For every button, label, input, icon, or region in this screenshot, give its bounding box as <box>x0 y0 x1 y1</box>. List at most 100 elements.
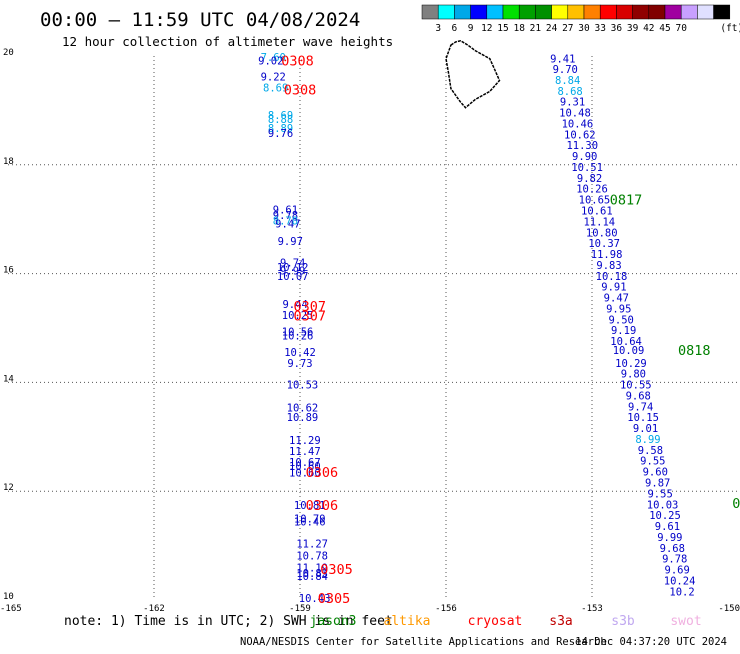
wave-height-label: 10.24 <box>664 575 696 587</box>
wave-height-label: 8.69 <box>263 83 288 95</box>
wave-height-label: 10.60 <box>289 461 321 473</box>
wave-height-label: 10.64 <box>610 336 642 348</box>
legend-swatch <box>583 4 601 20</box>
chart-title: 00:00 – 11:59 UTC 04/08/2024 <box>40 9 360 31</box>
x-tick-label: -150 <box>718 604 740 614</box>
wave-height-label: 10.25 <box>649 510 681 522</box>
wave-height-label: 9.74 <box>280 258 305 270</box>
wave-height-label: 9.22 <box>261 72 286 84</box>
wave-height-label: 9.61 <box>655 521 680 533</box>
satellite-legend: jason3 altika cryosat s3a s3b swot <box>310 614 702 629</box>
wave-height-label: 9.47 <box>275 219 300 231</box>
wave-height-label: 10.48 <box>559 108 591 120</box>
wave-height-label: 9.74 <box>628 401 653 413</box>
wave-height-label: 9.58 <box>638 445 663 457</box>
wave-height-label: 10.25 <box>282 310 314 322</box>
wave-height-label: 10.2 <box>669 586 694 598</box>
wave-height-label: 9.99 <box>280 265 305 277</box>
chart-subtitle: 12 hour collection of altimeter wave hei… <box>62 34 393 49</box>
wave-height-label: 9.80 <box>621 369 646 381</box>
wave-height-label: 10.79 <box>294 513 326 525</box>
track-time-label: 0307 <box>293 299 326 315</box>
legend-tick-label: 39 <box>627 23 639 34</box>
wave-height-label: 9.44 <box>282 299 307 311</box>
legend-swatch <box>567 4 585 20</box>
wave-height-label: 9.99 <box>657 532 682 544</box>
legend-tick-label: 21 <box>530 23 542 34</box>
wave-height-label: 10.53 <box>287 380 319 392</box>
wave-height-label: 10.89 <box>287 412 319 424</box>
wave-height-label: 10.46 <box>562 118 594 130</box>
legend-tick-label: 24 <box>546 23 558 34</box>
legend-swatch <box>486 4 504 20</box>
wave-height-label: 10.26 <box>282 331 314 343</box>
wave-height-label: 9.41 <box>550 54 575 66</box>
legend-tick-label: 15 <box>497 23 508 34</box>
wave-height-values: 7.609.029.228.698.698.888.899.769.619.78… <box>258 52 695 605</box>
wave-height-label: 11.98 <box>591 249 623 261</box>
wave-height-label: 9.61 <box>273 204 298 216</box>
legend-tick-label: 36 <box>611 23 623 34</box>
wave-height-label: 10.29 <box>615 358 647 370</box>
wave-height-label: 9.68 <box>626 390 651 402</box>
legend-swatch <box>697 4 714 20</box>
wave-height-label: 9.90 <box>572 151 597 163</box>
wave-height-label: 9.31 <box>560 97 585 109</box>
x-tick-label: -156 <box>435 604 457 614</box>
wave-height-label: 10.03 <box>647 499 679 511</box>
wave-height-label: 10.07 <box>277 271 309 283</box>
legend-swatch <box>551 4 569 20</box>
map-grid <box>8 56 738 600</box>
hawaii-coastline <box>445 40 501 109</box>
wave-height-label: 8.99 <box>635 434 660 446</box>
legend-swatch <box>502 4 520 20</box>
wave-height-label: 10.46 <box>294 517 326 529</box>
y-tick-label: 20 <box>3 48 14 58</box>
wave-height-label: 8.68 <box>557 86 582 98</box>
wave-height-label: 10.78 <box>296 550 328 562</box>
wave-height-label: 9.83 <box>596 260 621 272</box>
y-tick-label: 18 <box>3 157 14 167</box>
wave-height-label: 8.69 <box>268 110 293 122</box>
legend-swatch <box>454 4 471 20</box>
wave-height-label: 10.56 <box>282 326 314 338</box>
wave-height-label: 9.95 <box>606 303 631 315</box>
legend-tick-label: 45 <box>659 23 670 34</box>
legend-tick-label: 70 <box>675 23 687 34</box>
track-time-label: 0305 <box>320 562 353 578</box>
legend-swatch <box>470 4 488 20</box>
wave-height-label: 11.14 <box>583 216 615 228</box>
legend-swatch <box>648 4 666 20</box>
wave-height-label: 10.09 <box>613 345 645 357</box>
x-tick-label: -162 <box>143 604 165 614</box>
y-tick-label: 12 <box>3 483 14 493</box>
legend-swatch <box>632 4 650 20</box>
wave-height-label: 10.65 <box>579 195 611 207</box>
wave-height-label: 9.82 <box>577 173 602 185</box>
legend-tick-label: 9 <box>468 23 474 34</box>
wave-height-label: 9.91 <box>601 282 626 294</box>
wave-height-label: 11.29 <box>289 435 321 447</box>
legend-swatch <box>616 4 633 20</box>
legend-swatch <box>518 4 536 20</box>
wave-height-label: 11.27 <box>296 538 328 550</box>
wave-height-label: 7.60 <box>261 52 286 64</box>
wave-height-label: 10.61 <box>581 205 613 217</box>
wave-height-label: 9.50 <box>609 314 634 326</box>
wave-height-label: 9.47 <box>604 293 629 305</box>
wave-height-label: 9.55 <box>647 488 672 500</box>
wave-height-label: 10.55 <box>620 380 652 392</box>
legend-swatch <box>599 4 617 20</box>
wave-height-label: 8.89 <box>268 123 293 135</box>
wave-height-label: 9.68 <box>660 543 685 555</box>
x-tick-label: -153 <box>581 604 603 614</box>
legend-tick-label: 42 <box>643 23 654 34</box>
legend-tick-label: 12 <box>481 23 492 34</box>
wave-height-label: 10.60 <box>289 468 321 480</box>
satellite-cryosat-label: cryosat <box>468 614 523 629</box>
wave-height-label: 10.42 <box>284 347 316 359</box>
x-tick-label: -159 <box>289 604 311 614</box>
wave-height-label: 10.43 <box>299 593 331 605</box>
map-axes: -165 -162 -159 -156 -153 -150 10 12 14 16 18 20 <box>0 48 740 614</box>
